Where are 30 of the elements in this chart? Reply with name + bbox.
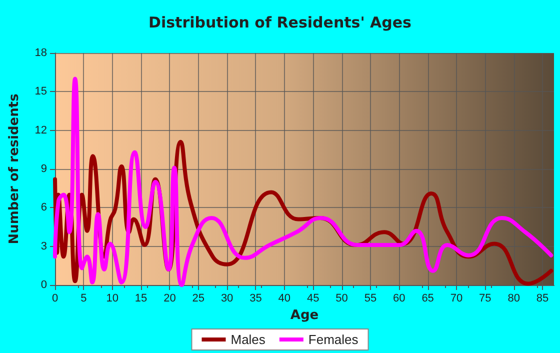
x-tick-label: 45 bbox=[306, 292, 320, 304]
x-tick-label: 40 bbox=[278, 292, 291, 304]
y-axis-title: Number of residents bbox=[7, 93, 22, 244]
legend-label: Males bbox=[230, 332, 266, 347]
x-tick-label: 75 bbox=[479, 292, 492, 304]
x-tick-label: 55 bbox=[364, 292, 377, 304]
legend-label: Females bbox=[308, 332, 359, 347]
x-tick-label: 80 bbox=[508, 292, 520, 304]
y-tick-label: 3 bbox=[40, 240, 47, 252]
x-tick-label: 20 bbox=[164, 292, 176, 304]
x-tick-label: 30 bbox=[220, 292, 234, 304]
x-tick-label: 5 bbox=[80, 292, 87, 304]
y-tick-label: 18 bbox=[34, 47, 47, 59]
x-tick-label: 25 bbox=[192, 292, 205, 304]
y-tick-label: 12 bbox=[34, 124, 47, 136]
x-tick-label: 10 bbox=[106, 292, 118, 304]
y-tick-label: 0 bbox=[40, 279, 47, 291]
y-tick-label: 6 bbox=[40, 202, 47, 214]
x-tick-label: 65 bbox=[422, 292, 434, 304]
x-tick-label: 85 bbox=[536, 292, 549, 304]
chart-title: Distribution of Residents' Ages bbox=[148, 14, 412, 32]
y-tick-label: 15 bbox=[34, 86, 47, 98]
y-tick-label: 9 bbox=[40, 163, 47, 175]
x-tick-label: 0 bbox=[52, 292, 58, 304]
x-axis-title: Age bbox=[290, 308, 319, 323]
x-tick-label: 50 bbox=[336, 292, 348, 304]
x-tick-label: 15 bbox=[134, 292, 148, 304]
x-tick-label: 70 bbox=[450, 292, 463, 304]
x-tick-label: 60 bbox=[393, 292, 406, 304]
x-tick-label: 35 bbox=[250, 292, 262, 304]
